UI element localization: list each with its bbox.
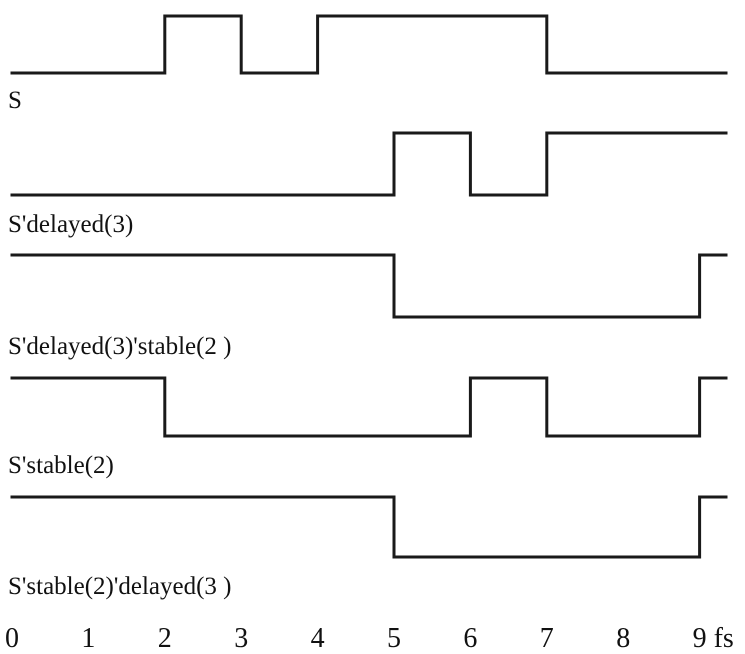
time-tick-0: 0 xyxy=(5,623,19,654)
waveform-0 xyxy=(10,14,728,75)
time-tick-8: 8 xyxy=(616,623,630,654)
signal-label-1: S'delayed(3) xyxy=(8,211,133,238)
signal-label-3: S'stable(2) xyxy=(8,452,114,479)
time-unit-label: fs xyxy=(714,623,734,654)
waveform-2 xyxy=(10,253,728,319)
time-axis: 0 1 2 3 4 5 6 7 8 9 fs xyxy=(5,623,734,654)
waveforms xyxy=(10,14,728,559)
time-tick-2: 2 xyxy=(158,623,172,654)
waveform-3 xyxy=(10,376,728,438)
time-tick-9: 9 xyxy=(693,623,707,654)
signal-label-0: S xyxy=(8,87,22,114)
time-tick-1: 1 xyxy=(81,623,95,654)
signal-label-4: S'stable(2)'delayed(3 ) xyxy=(8,573,232,600)
signal-label-2: S'delayed(3)'stable(2 ) xyxy=(8,333,232,360)
time-tick-3: 3 xyxy=(234,623,248,654)
time-tick-7: 7 xyxy=(540,623,554,654)
time-tick-6: 6 xyxy=(463,623,477,654)
time-tick-4: 4 xyxy=(311,623,325,654)
time-tick-5: 5 xyxy=(387,623,401,654)
waveform-1 xyxy=(10,131,728,197)
signal-labels: S S'delayed(3) S'delayed(3)'stable(2 ) S'st… xyxy=(8,87,232,600)
waveform-4 xyxy=(10,495,728,559)
